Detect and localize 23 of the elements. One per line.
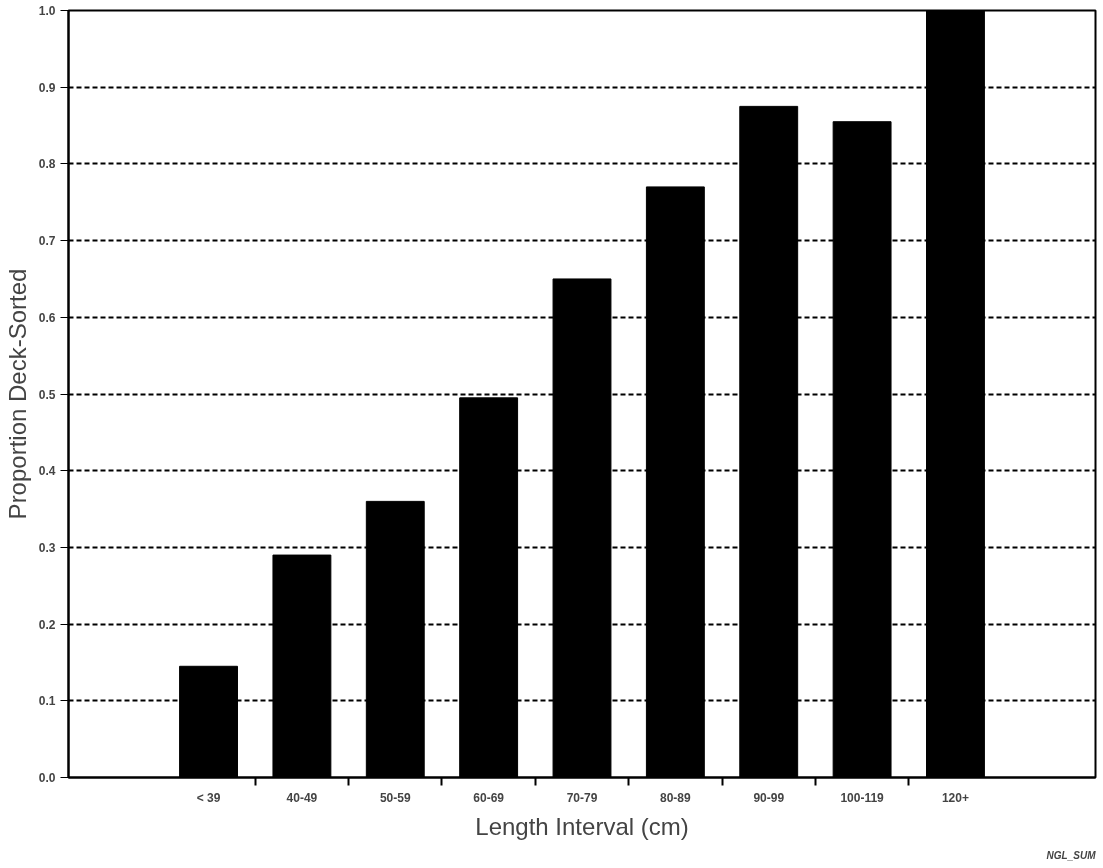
x-tick-label: 40-49 <box>286 790 318 805</box>
x-tick-label: 70-79 <box>566 790 598 805</box>
x-tick-label: 120+ <box>941 790 969 805</box>
x-tick-label: 80-89 <box>660 790 692 805</box>
y-axis-title: Proportion Deck-Sorted <box>3 268 31 520</box>
x-tick-label: < 39 <box>196 790 221 805</box>
x-tick-label: 50-59 <box>379 790 411 805</box>
y-tick-label: 0.4 <box>38 464 56 479</box>
y-tick-label: 0.3 <box>38 540 56 555</box>
y-tick-label: 0.8 <box>38 157 56 172</box>
x-tick-label: 100-119 <box>840 790 885 805</box>
y-tick-label: 0.5 <box>38 387 56 402</box>
y-tick-label: 0.7 <box>38 234 56 249</box>
x-axis-title: Length Interval (cm) <box>475 812 689 840</box>
y-tick-label: 0.0 <box>38 771 56 785</box>
x-tick-label: 90-99 <box>753 790 785 805</box>
y-tick-label: 0.9 <box>38 80 56 95</box>
text: NGL_SUM <box>1046 849 1097 861</box>
y-tick-label: 1.0 <box>38 4 56 18</box>
y-tick-label: 0.1 <box>38 694 56 709</box>
x-tick-label: 60-69 <box>473 790 505 805</box>
y-tick-label: 0.6 <box>38 310 56 325</box>
y-tick-label: 0.2 <box>38 617 56 632</box>
